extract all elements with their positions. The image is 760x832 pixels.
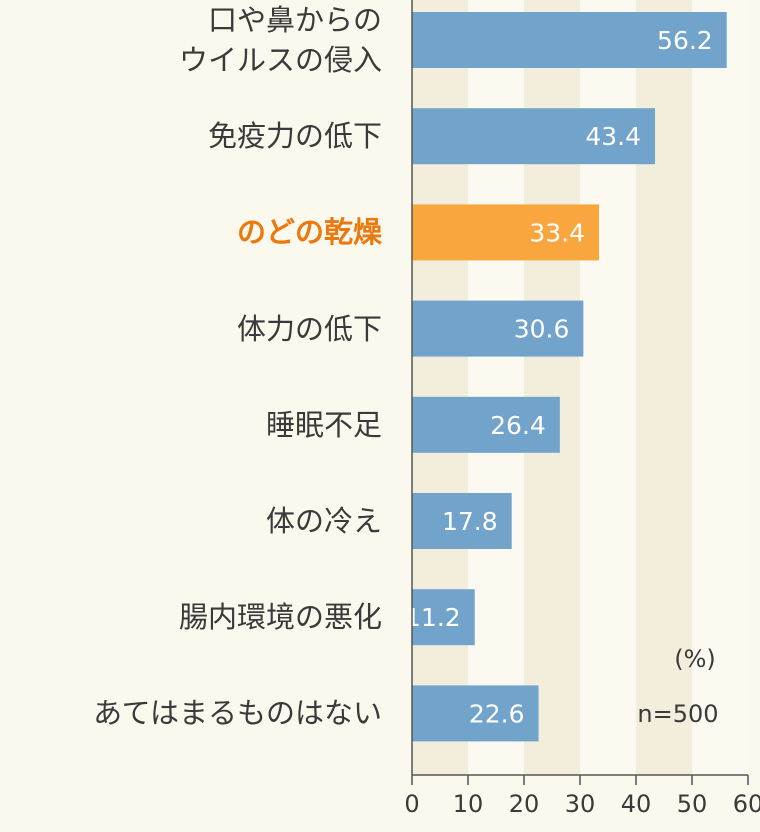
value-label: 17.8: [442, 507, 498, 536]
value-label: 11.2: [405, 603, 461, 632]
category-label: あてはまるものはない: [93, 696, 382, 731]
band: [692, 0, 748, 775]
value-label: 30.6: [514, 315, 570, 344]
bar: [412, 589, 475, 646]
x-tick-label: 40: [621, 790, 652, 818]
category-label: 体の冷え: [265, 504, 382, 538]
value-label: 26.4: [490, 411, 546, 440]
unit-note: (%): [674, 645, 716, 673]
value-label: 33.4: [529, 218, 585, 247]
sample-note: n=500: [637, 700, 718, 728]
x-tick-label: 50: [677, 790, 708, 818]
x-tick-label: 10: [453, 790, 484, 818]
bar: [412, 300, 584, 357]
value-label: 22.6: [469, 699, 525, 728]
bar: [412, 204, 600, 261]
bar: [412, 493, 512, 549]
x-tick-label: 30: [565, 790, 596, 818]
bar: [412, 685, 539, 742]
x-tick-label: 0: [404, 790, 419, 818]
category-label: 腸内環境の悪化: [178, 600, 382, 635]
value-label: 56.2: [657, 26, 713, 55]
category-label: 口や鼻からの ウイルスの侵入: [178, 3, 382, 77]
x-tick-label: 60: [733, 790, 760, 818]
value-label: 43.4: [585, 122, 641, 151]
x-tick-label: 20: [509, 790, 540, 818]
bar: [412, 108, 656, 165]
bar: [412, 12, 727, 68]
category-label: 体力の低下: [236, 311, 382, 346]
category-label: のどの乾燥: [236, 215, 382, 250]
category-label: 免疫力の低下: [207, 119, 382, 154]
bar: [412, 396, 560, 453]
category-label: 睡眠不足: [265, 407, 382, 442]
